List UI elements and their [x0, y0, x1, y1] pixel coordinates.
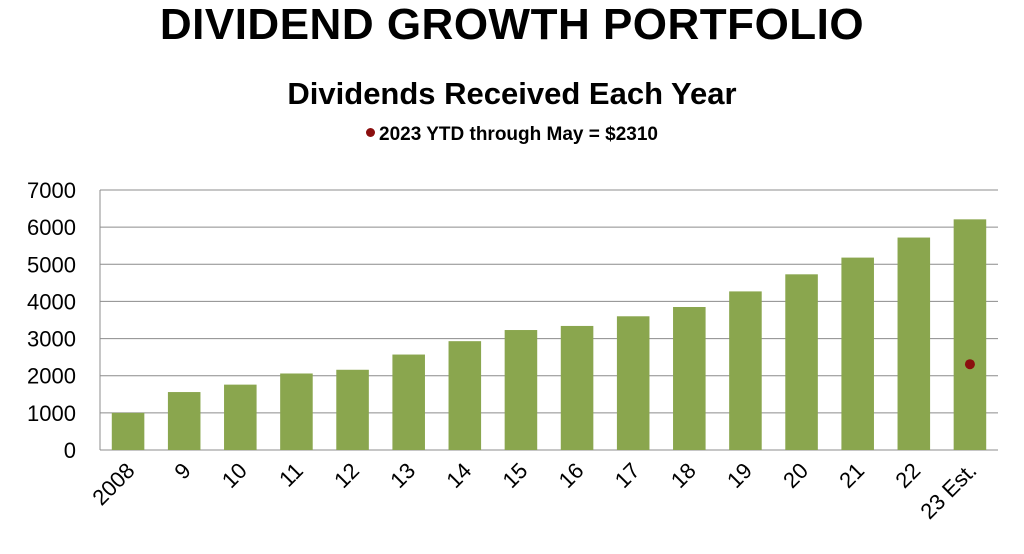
bar [673, 307, 706, 450]
y-axis-ticks: 0 1000 2000 3000 4000 5000 6000 7000 [27, 178, 76, 463]
x-tick-label: 21 [834, 458, 869, 493]
x-tick-label: 19 [722, 458, 757, 493]
x-tick-label: 23 Est. [915, 458, 981, 524]
x-tick-label: 15 [497, 458, 532, 493]
x-tick-label: 16 [554, 458, 589, 493]
x-tick-label: 2008 [87, 458, 139, 510]
x-tick-label: 20 [778, 458, 813, 493]
bar [336, 369, 369, 450]
x-tick-label: 14 [441, 458, 476, 493]
bar [448, 341, 482, 450]
y-tick-label: 1000 [27, 401, 76, 426]
bar [560, 325, 594, 450]
bar [167, 392, 201, 450]
x-tick-label: 12 [329, 458, 364, 493]
bar [504, 330, 538, 450]
y-tick-label: 3000 [27, 327, 76, 352]
y-tick-label: 0 [64, 438, 76, 463]
x-tick-label: 11 [274, 458, 308, 492]
annotation-text: 2023 YTD through May = $2310 [379, 124, 658, 145]
ytd-point [964, 359, 975, 370]
x-tick-label: 10 [217, 458, 252, 493]
y-tick-label: 5000 [27, 252, 76, 277]
bar [729, 291, 762, 450]
y-tick-label: 7000 [27, 178, 76, 203]
y-tick-label: 6000 [27, 215, 76, 240]
bar [111, 412, 145, 450]
bar [224, 384, 257, 450]
x-tick-label: 22 [890, 458, 925, 493]
x-tick-label: 13 [385, 458, 420, 493]
y-tick-label: 4000 [27, 289, 76, 314]
bar [897, 237, 931, 450]
bar [785, 274, 818, 450]
chart-annotation: 2023 YTD through May = $2310 [0, 124, 1024, 146]
data-points [964, 359, 975, 370]
bar [841, 257, 874, 450]
annotation-dot-icon [366, 128, 376, 138]
bar [953, 219, 987, 450]
x-tick-label: 9 [169, 458, 195, 484]
bars [111, 219, 987, 450]
bar [616, 316, 650, 450]
bar [392, 354, 425, 450]
page-title: DIVIDEND GROWTH PORTFOLIO [159, 0, 865, 49]
x-tick-label: 18 [666, 458, 701, 493]
bar [280, 373, 313, 450]
y-tick-label: 2000 [27, 364, 76, 389]
chart-title: Dividends Received Each Year [287, 76, 737, 111]
x-tick-label: 17 [610, 458, 645, 493]
